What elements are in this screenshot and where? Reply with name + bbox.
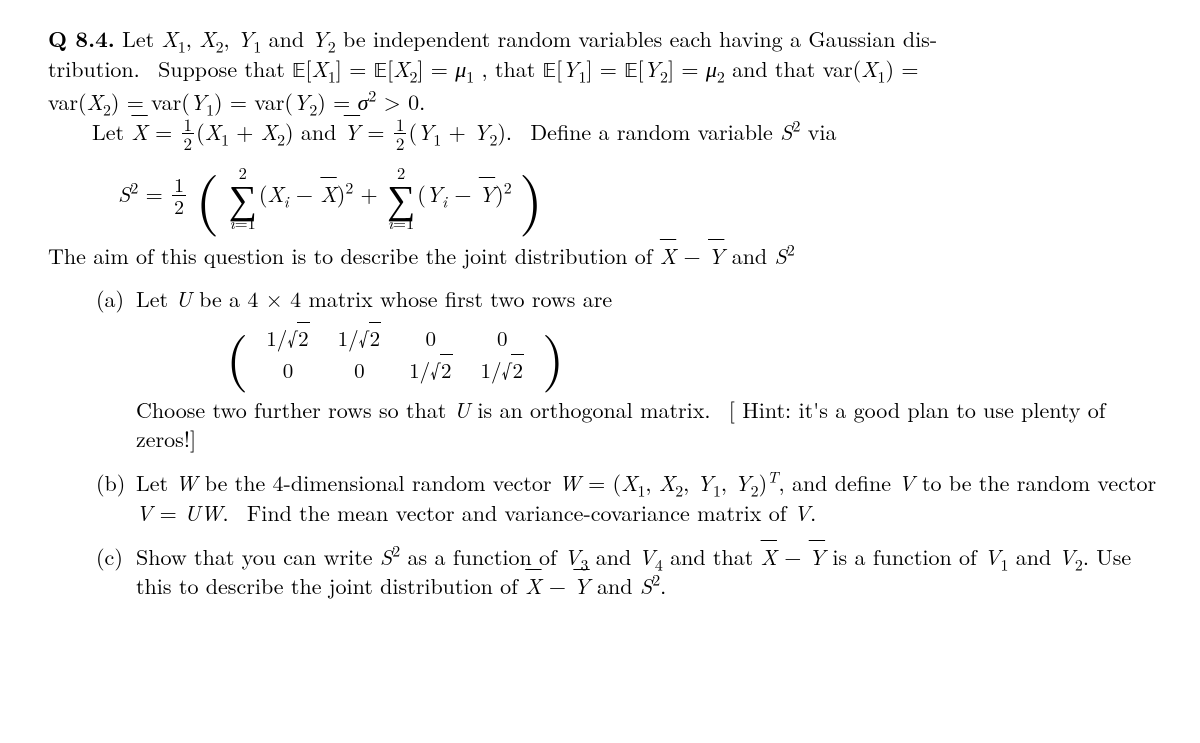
matrix-cell: 0 (324, 354, 395, 386)
matrix-cell: 1/2 (252, 322, 323, 354)
question-intro: Q 8.4. Let X1, X2, Y1 and Y2 be independ… (48, 24, 1160, 154)
part-a-text-1: Let U be a 4 × 4 matrix whose first two … (136, 284, 1160, 314)
matrix-cell: 0 (252, 354, 323, 386)
part-c: (c) Show that you can write S2 as a func… (96, 542, 1160, 601)
matrix-cell: 1/2 (395, 354, 466, 386)
matrix-cell: 1/2 (324, 322, 395, 354)
matrix-cell: 0 (467, 322, 538, 354)
part-a: (a) Let U be a 4 × 4 matrix whose first … (96, 284, 1160, 454)
part-a-body: Let U be a 4 × 4 matrix whose first two … (136, 284, 1160, 454)
part-c-label: (c) (96, 542, 126, 601)
part-c-body: Show that you can write S2 as a function… (136, 542, 1160, 601)
part-a-text-2: Choose two further rows so that U is an … (136, 395, 1160, 454)
matrix-cell: 1/2 (467, 354, 538, 386)
aim-line: The aim of this question is to describe … (48, 241, 1160, 271)
page: Q 8.4. Let X1, X2, Y1 and Y2 be independ… (0, 0, 1200, 639)
intro-text-3: var(X2) = var(Y1) = var(Y2) = σ2 > 0. (48, 86, 425, 117)
intro-text-4: Let X = 12(X1 + X2) and Y = 12(Y1 + Y2).… (48, 116, 837, 147)
question-label: Q 8.4. (48, 23, 115, 54)
part-a-label: (a) (96, 284, 126, 454)
part-b-body: Let W be the 4-dimensional random vector… (136, 468, 1160, 527)
s2-definition: S2 = 12 ( 2 ∑ i=1 (Xi − X)2 + 2 ∑ i=1 (Y… (118, 164, 1160, 231)
matrix-cell: 0 (395, 322, 466, 354)
matrix-table: 1/2 1/2 0 0 0 0 1/2 1/2 (252, 322, 538, 387)
part-a-matrix: ( 1/2 1/2 0 0 0 0 1/2 (226, 322, 1160, 387)
intro-text-2: tribution. Suppose that 𝔼[X1] = 𝔼[X2] = … (48, 53, 918, 84)
parts-list: (a) Let U be a 4 × 4 matrix whose first … (96, 284, 1160, 601)
part-b: (b) Let W be the 4-dimensional random ve… (96, 468, 1160, 527)
intro-text-1: Let X1, X2, Y1 and Y2 be independent ran… (122, 23, 937, 54)
part-b-label: (b) (96, 468, 126, 527)
